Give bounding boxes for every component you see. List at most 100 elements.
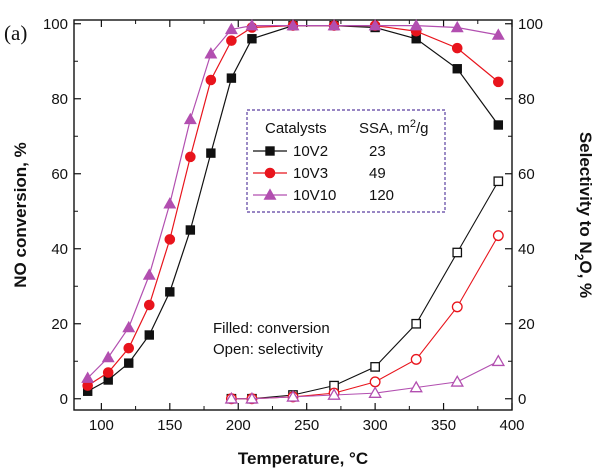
conversion-point-10v2 bbox=[226, 73, 237, 83]
conversion-point-10v2 bbox=[165, 287, 175, 297]
series-10v10 bbox=[81, 19, 506, 404]
legend-header-ssa-superscript: 2 bbox=[410, 118, 416, 130]
conversion-point-10v3 bbox=[123, 342, 135, 354]
conversion-point-10v10 bbox=[368, 19, 382, 31]
selectivity-point-10v3 bbox=[410, 353, 422, 365]
legend-ssa-10v3: 49 bbox=[369, 165, 386, 182]
conversion-point-10v10 bbox=[183, 112, 197, 125]
conversion-point-10v10 bbox=[142, 268, 156, 280]
conversion-point-10v2 bbox=[206, 148, 216, 158]
conversion-point-10v10 bbox=[245, 19, 259, 31]
legend-marker-10v10 bbox=[263, 188, 277, 200]
conversion-point-10v10 bbox=[163, 197, 177, 209]
axes: 100 150 200 250 300 350 400 0 20 40 60 80 100 0 20 40 60… bbox=[43, 16, 543, 434]
selectivity-point-10v10 bbox=[450, 374, 464, 387]
y-right-tick-label: 20 bbox=[518, 316, 535, 333]
legend-name-10v10: 10V10 bbox=[293, 187, 336, 204]
legend-ssa-10v10: 120 bbox=[369, 187, 394, 204]
selectivity-point-10v10 bbox=[224, 391, 239, 404]
y-left-tick-label: 20 bbox=[51, 316, 68, 333]
legend-header-ssa-part1: SSA, m bbox=[359, 120, 410, 137]
conversion-point-10v10 bbox=[224, 22, 238, 35]
conversion-point-10v10 bbox=[122, 320, 136, 333]
annotations: Filled: conversion Open: selectivity bbox=[213, 320, 330, 358]
conversion-point-10v2 bbox=[124, 358, 134, 368]
conversion-point-10v3 bbox=[226, 35, 237, 46]
legend-marker-10v2 bbox=[265, 146, 275, 156]
selectivity-point-10v2 bbox=[370, 362, 380, 372]
x-tick-label: 350 bbox=[431, 417, 456, 434]
x-tick-label: 200 bbox=[226, 417, 251, 434]
selectivity-point-10v10 bbox=[491, 354, 506, 367]
y-right-tick-label: 0 bbox=[518, 391, 526, 408]
conversion-point-10v3 bbox=[451, 42, 463, 54]
conversion-point-10v3 bbox=[493, 76, 504, 88]
conversion-point-10v10 bbox=[450, 20, 464, 33]
conversion-point-10v2 bbox=[185, 225, 196, 235]
selectivity-point-10v2 bbox=[452, 247, 463, 258]
x-tick-label: 250 bbox=[294, 417, 319, 434]
legend-ssa-10v2: 23 bbox=[369, 143, 386, 160]
panel-label: (a) bbox=[4, 21, 27, 45]
y-right-tick-label: 60 bbox=[518, 166, 535, 183]
x-axis-title: Temperature, °C bbox=[238, 449, 368, 468]
conversion-point-10v10 bbox=[204, 47, 218, 59]
y-right-tick-label: 40 bbox=[518, 241, 535, 258]
selectivity-point-10v10 bbox=[327, 388, 341, 400]
legend-marker-10v3 bbox=[264, 167, 276, 179]
conversion-point-10v10 bbox=[327, 19, 341, 31]
x-tick-label: 150 bbox=[157, 417, 182, 434]
legend-header-catalysts: Catalysts bbox=[265, 120, 327, 137]
legend-header-ssa: SSA, m2/g bbox=[359, 118, 429, 137]
x-tick-label: 300 bbox=[363, 417, 388, 434]
conversion-point-10v3 bbox=[205, 74, 217, 86]
y-left-tick-label: 60 bbox=[51, 166, 68, 183]
selectivity-line-10v3 bbox=[231, 235, 499, 400]
y-left-tick-label: 80 bbox=[51, 91, 68, 108]
selectivity-point-10v10 bbox=[368, 386, 382, 398]
conversion-point-10v10 bbox=[491, 28, 505, 40]
conversion-point-10v2 bbox=[144, 330, 154, 340]
y-left-tick-label: 40 bbox=[51, 241, 68, 258]
y-axis-right-title-part2: O, % bbox=[576, 260, 595, 298]
selectivity-point-10v3 bbox=[451, 301, 463, 313]
selectivity-point-10v2 bbox=[493, 176, 504, 187]
y-left-tick-label: 0 bbox=[60, 391, 68, 408]
annotation-filled: Filled: conversion bbox=[213, 320, 330, 337]
conversion-point-10v10 bbox=[81, 371, 95, 383]
legend-header-ssa-part2: /g bbox=[416, 120, 429, 137]
x-tick-label: 100 bbox=[89, 417, 114, 434]
legend-name-10v3: 10V3 bbox=[293, 165, 328, 182]
selectivity-point-10v2 bbox=[411, 318, 422, 329]
y-axis-right-title-subscript: 2 bbox=[572, 254, 586, 261]
legend-name-10v2: 10V2 bbox=[293, 143, 328, 160]
selectivity-point-10v10 bbox=[286, 389, 300, 402]
selectivity-point-10v10 bbox=[245, 391, 259, 404]
legend: Catalysts SSA, m2/g 10V2 23 10V3 49 10V10 120 bbox=[246, 109, 446, 213]
conversion-point-10v10 bbox=[286, 19, 300, 31]
x-tick-label: 400 bbox=[499, 417, 524, 434]
conversion-point-10v2 bbox=[247, 34, 257, 44]
conversion-point-10v10 bbox=[101, 350, 115, 363]
selectivity-point-10v10 bbox=[409, 380, 423, 393]
conversion-point-10v3 bbox=[102, 367, 114, 378]
y-axis-right-title-part1: Selectivity to N bbox=[576, 132, 595, 254]
conversion-point-10v3 bbox=[185, 151, 196, 163]
y-axis-right-title: Selectivity to N2O, % bbox=[572, 132, 595, 298]
conversion-point-10v3 bbox=[143, 299, 155, 311]
selectivity-line-10v2 bbox=[231, 180, 499, 400]
selectivity-point-10v3 bbox=[492, 230, 504, 242]
y-left-tick-label: 100 bbox=[43, 16, 68, 33]
conversion-point-10v2 bbox=[452, 64, 462, 74]
annotation-open: Open: selectivity bbox=[213, 341, 324, 358]
y-right-tick-label: 100 bbox=[518, 16, 543, 33]
series-layer bbox=[81, 19, 506, 405]
selectivity-point-10v3 bbox=[369, 376, 381, 388]
conversion-point-10v2 bbox=[493, 120, 504, 130]
selectivity-line-10v10 bbox=[231, 360, 499, 400]
y-right-tick-label: 80 bbox=[518, 91, 535, 108]
conversion-point-10v3 bbox=[164, 234, 176, 245]
conversion-point-10v10 bbox=[409, 19, 423, 31]
y-axis-left-title: NO conversion, % bbox=[11, 142, 30, 287]
